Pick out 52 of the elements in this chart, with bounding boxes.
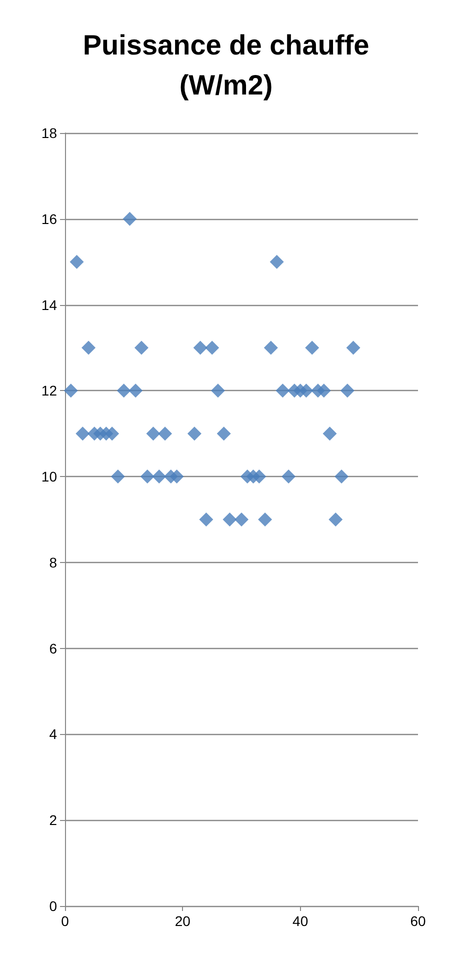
point xyxy=(152,470,166,484)
point xyxy=(105,426,120,441)
point xyxy=(234,512,248,526)
point xyxy=(110,470,125,484)
point xyxy=(264,340,278,355)
point xyxy=(316,384,331,398)
x-tick-label: 20 xyxy=(174,913,191,929)
point xyxy=(258,512,272,526)
x-tick-label: 60 xyxy=(410,913,426,929)
point xyxy=(140,470,154,484)
y-tick-label: 10 xyxy=(41,468,58,485)
point xyxy=(116,384,131,398)
point xyxy=(158,426,172,441)
point xyxy=(187,426,202,441)
y-tick-label: 12 xyxy=(41,382,58,399)
point xyxy=(299,384,314,398)
point xyxy=(334,470,349,484)
point xyxy=(328,512,343,526)
point xyxy=(170,470,184,484)
point xyxy=(122,212,137,226)
point xyxy=(134,340,148,355)
point xyxy=(222,512,237,526)
point xyxy=(216,426,231,441)
point xyxy=(276,384,290,398)
point xyxy=(205,340,220,355)
y-tick-label: 0 xyxy=(49,898,58,914)
point xyxy=(346,340,360,355)
y-tick-label: 14 xyxy=(41,296,58,313)
point xyxy=(76,426,90,441)
point xyxy=(270,254,284,269)
point xyxy=(210,384,225,398)
point xyxy=(322,426,337,441)
point xyxy=(82,340,96,355)
y-tick-label: 4 xyxy=(49,726,58,742)
y-tick-label: 2 xyxy=(49,812,58,828)
chart-title: Puissance de chauffe (W/m2) xyxy=(82,30,370,100)
x-tick-label: 40 xyxy=(292,913,308,929)
y-tick-label: 8 xyxy=(49,554,58,570)
point xyxy=(146,426,160,441)
x-tick-label: 0 xyxy=(61,913,70,929)
point xyxy=(193,340,208,355)
point xyxy=(282,470,296,484)
point xyxy=(70,254,84,269)
point xyxy=(305,340,320,355)
point xyxy=(64,384,78,398)
point xyxy=(252,470,266,484)
y-tick-label: 16 xyxy=(41,210,58,227)
point xyxy=(199,512,214,526)
point xyxy=(128,384,143,398)
point xyxy=(340,384,354,398)
y-tick-label: 18 xyxy=(41,125,58,141)
y-tick-label: 6 xyxy=(49,640,58,656)
